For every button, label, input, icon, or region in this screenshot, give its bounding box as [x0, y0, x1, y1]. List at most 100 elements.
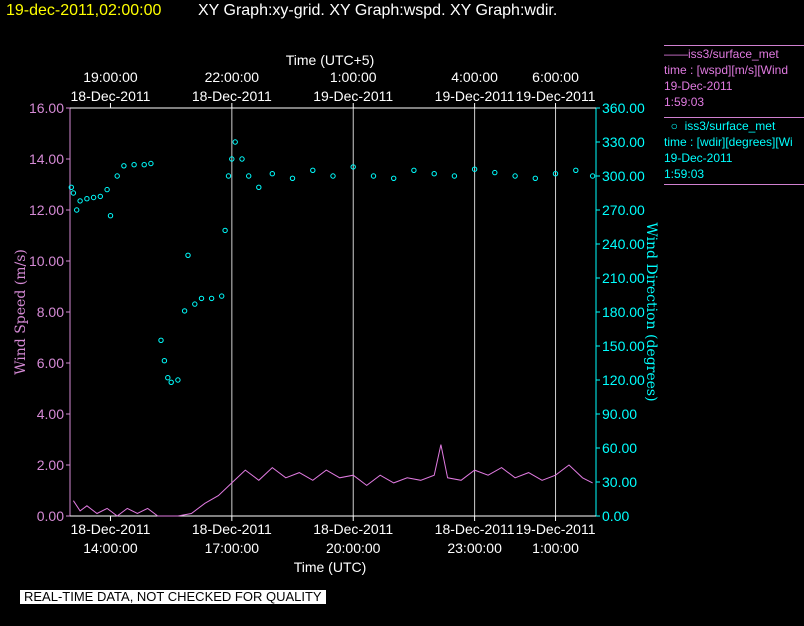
y-left-tick-label: 6.00 — [37, 355, 64, 371]
wind-direction-point — [168, 379, 174, 385]
wind-direction-point — [161, 358, 168, 364]
x-top-tick-time: 6:00:00 — [532, 69, 579, 85]
x-bottom-ticks: 18-Dec-2011 14:00:00 18-Dec-2011 17:00:00 18… — [71, 516, 596, 556]
wind-direction-point — [350, 164, 356, 170]
header-timestamp: 19-dec-2011,02:00:00 — [6, 2, 162, 19]
wind-direction-point — [181, 308, 188, 314]
wind-direction-point — [141, 162, 147, 168]
wind-direction-point — [552, 171, 559, 177]
wind-direction-point — [310, 167, 316, 174]
wind-direction-point — [269, 171, 275, 177]
wind-direction-point — [70, 190, 77, 196]
legend-wspd-date: 19-Dec-2011 — [664, 79, 733, 93]
y-right-tick-label: 120.00 — [602, 372, 645, 388]
wind-direction-point — [185, 252, 191, 259]
y-right-tick-label: 210.00 — [602, 270, 645, 286]
x-bottom-tick-date: 19-Dec-2011 — [516, 521, 596, 537]
legend-wspd-name: ——iss3/surface_met — [664, 47, 779, 61]
wind-direction-point — [68, 184, 75, 191]
y-right-tick-label: 60.00 — [602, 440, 637, 456]
wind-direction-point — [471, 166, 478, 172]
wind-direction-point — [512, 173, 518, 179]
x-bottom-tick-date: 18-Dec-2011 — [192, 521, 272, 537]
legend-wdir-time: 1:59:03 — [664, 167, 705, 181]
legend-wdir-name-text: iss3/surface_met — [684, 119, 776, 133]
quality-warning: REAL-TIME DATA, NOT CHECKED FOR QUALITY — [20, 590, 326, 604]
axes — [69, 107, 597, 517]
wind-direction-point — [330, 173, 336, 179]
wind-direction-point — [208, 295, 215, 302]
y-left-tick-label: 0.00 — [37, 508, 64, 524]
y-right-tick-label: 150.00 — [602, 338, 645, 354]
wind-direction-point — [411, 167, 417, 174]
y-right-tick-label: 0.00 — [602, 508, 629, 524]
y-left-ticks: 0.00 2.00 4.00 6.00 8.00 10.00 12.00 14.00 16.00 — [29, 100, 70, 524]
wind-direction-point — [104, 186, 110, 193]
y-right-tick-label: 330.00 — [602, 134, 645, 150]
x-bottom-tick-date: 18-Dec-2011 — [313, 521, 393, 537]
x-bottom-tick-time: 1:00:00 — [532, 540, 579, 556]
x-top-tick-date: 18-Dec-2011 — [71, 88, 151, 104]
x-top-tick-date: 19-Dec-2011 — [435, 88, 515, 104]
x-top-tick-time: 22:00:00 — [205, 69, 260, 85]
vertical-grid — [231, 108, 557, 516]
wind-direction-point — [391, 175, 397, 182]
x-top-axis-label: Time (UTC+5) — [286, 52, 375, 68]
x-top-tick-time: 19:00:00 — [83, 69, 138, 85]
wind-direction-point — [239, 156, 245, 162]
legend-wdir-variable: time : [wdir][degrees][Wi — [664, 135, 793, 149]
y-left-tick-label: 4.00 — [37, 406, 64, 422]
x-bottom-tick-date: 18-Dec-2011 — [71, 521, 151, 537]
wind-direction-point — [121, 163, 127, 169]
x-bottom-tick-time: 23:00:00 — [447, 540, 502, 556]
wind-direction-point — [246, 173, 252, 179]
wind-direction-point — [77, 198, 83, 204]
wind-direction-point — [84, 196, 90, 202]
y-right-tick-label: 270.00 — [602, 202, 645, 218]
legend-wind-direction: ○ iss3/surface_met time : [wdir][degrees… — [664, 117, 804, 185]
y-right-tick-label: 30.00 — [602, 474, 637, 490]
wind-direction-point — [131, 162, 137, 168]
wind-direction-point — [225, 173, 232, 179]
wind-direction-point — [198, 295, 205, 302]
wind-direction-point — [114, 173, 120, 179]
wind-direction-point — [492, 169, 498, 176]
wind-direction-point — [589, 173, 596, 179]
y-right-tick-label: 240.00 — [602, 236, 645, 252]
wind-direction-point — [107, 213, 114, 219]
y-left-tick-label: 14.00 — [29, 151, 64, 167]
legend-wspd-time: 1:59:03 — [664, 95, 705, 109]
y-right-tick-label: 180.00 — [602, 304, 645, 320]
y-left-tick-label: 8.00 — [37, 304, 64, 320]
legend-wspd-variable: time : [wspd][m/s][Wind — [664, 63, 789, 77]
x-top-tick-date: 18-Dec-2011 — [192, 88, 272, 104]
wind-direction-point — [431, 171, 437, 177]
x-top-tick-time: 1:00:00 — [330, 69, 377, 85]
legend-wdir-name: ○ iss3/surface_met — [664, 119, 776, 133]
wind-direction-point — [148, 160, 154, 167]
wind-direction-point — [97, 193, 104, 200]
y-right-ticks: 0.00 30.00 60.00 90.00 120.00 150.00 180.00 210… — [596, 100, 645, 524]
wind-direction-point — [573, 167, 579, 174]
wind-direction-point — [165, 375, 171, 381]
wind-direction-point — [232, 139, 238, 145]
header-graph-list: XY Graph:xy-grid. XY Graph:wspd. XY Grap… — [198, 2, 558, 19]
wind-direction-point — [158, 337, 164, 343]
wind-direction-point — [222, 227, 228, 234]
wind-direction-point — [370, 173, 377, 179]
wind-speed-line — [72, 444, 593, 517]
x-top-ticks: 19:00:00 18-Dec-2011 22:00:00 18-Dec-2011 1:… — [71, 69, 596, 108]
wind-direction-point — [219, 293, 225, 299]
x-bottom-tick-date: 18-Dec-2011 — [435, 521, 515, 537]
series-wind-direction — [68, 139, 596, 385]
wind-direction-point — [90, 194, 97, 201]
x-top-tick-date: 19-Dec-2011 — [516, 88, 596, 104]
wind-direction-point — [256, 184, 262, 191]
wind-direction-point — [451, 173, 458, 179]
y-left-tick-label: 2.00 — [37, 457, 64, 473]
y-right-tick-label: 90.00 — [602, 406, 637, 422]
legend-wind-speed: ——iss3/surface_met time : [wspd][m/s][Wi… — [664, 45, 804, 110]
wind-direction-point — [229, 156, 235, 162]
y-right-axis-label: Wind Direction (degrees) — [643, 222, 659, 401]
